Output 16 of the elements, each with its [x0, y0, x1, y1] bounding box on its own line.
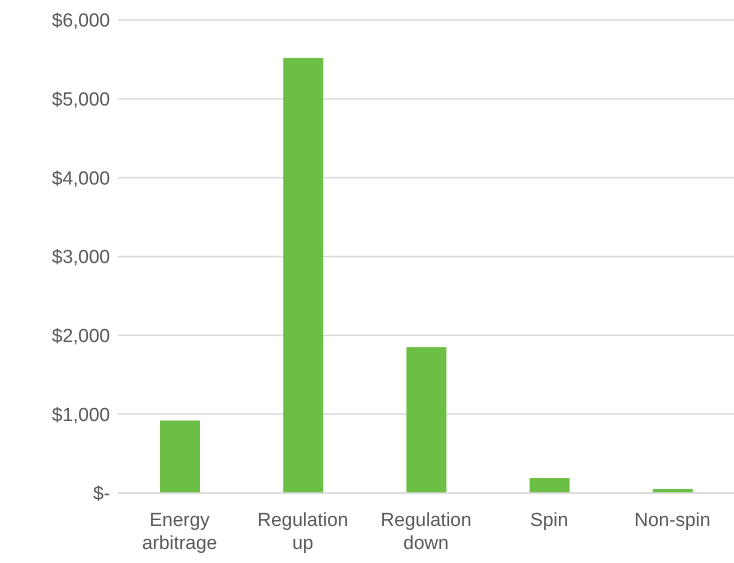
y-tick-label: $4,000 [52, 168, 110, 190]
y-tick-label: $6,000 [52, 10, 110, 32]
y-tick-label: $2,000 [52, 326, 110, 348]
x-tick-label: Non-spin [634, 510, 710, 532]
x-tick-label: Spin [530, 510, 568, 532]
bar [283, 58, 324, 493]
x-tick-label: Regulation down [380, 510, 472, 554]
y-tick-label: $3,000 [52, 247, 110, 268]
bar [530, 478, 570, 493]
x-tick-label: Regulation up [257, 510, 348, 554]
x-tick-label: Energy arbitrage [142, 510, 218, 554]
y-tick-label: $5,000 [52, 90, 110, 111]
y-tick-label: $- [93, 484, 110, 505]
y-tick-label: $1,000 [52, 404, 110, 426]
bar [406, 347, 446, 493]
bar [160, 420, 200, 493]
